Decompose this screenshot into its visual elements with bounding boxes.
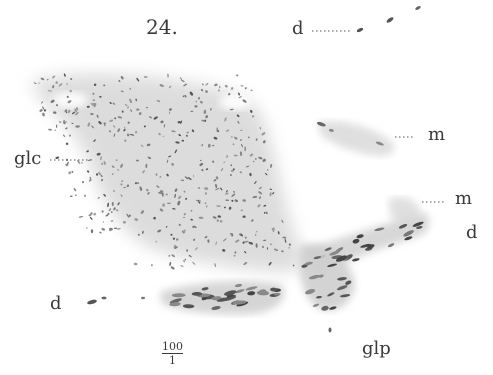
d-left-cells [169,283,281,310]
d-top-cells [356,6,421,33]
label-d-left: d [50,293,62,314]
figure-number: 24. [146,15,178,39]
label-glp: glp [362,338,391,359]
label-m-upper: m [428,124,446,145]
label-d-top: d [292,18,304,39]
d-left-stray-cells [87,296,332,333]
label-d-right: d [466,222,478,243]
m-upper-duct [316,121,395,156]
label-glc: glc [14,148,42,169]
m-upper-cells [316,121,384,146]
label-m-lower: m [455,188,473,209]
scale-numerator: 100 [162,340,183,354]
glc-cells [33,73,295,270]
glp-cells [301,247,352,311]
leader-lines [50,30,444,203]
magnification-scale: 100 1 [162,341,183,366]
scale-denominator: 1 [169,354,176,367]
glp-cluster [298,244,355,311]
glc-cell-mass [30,73,303,272]
d-left-band [160,280,285,315]
